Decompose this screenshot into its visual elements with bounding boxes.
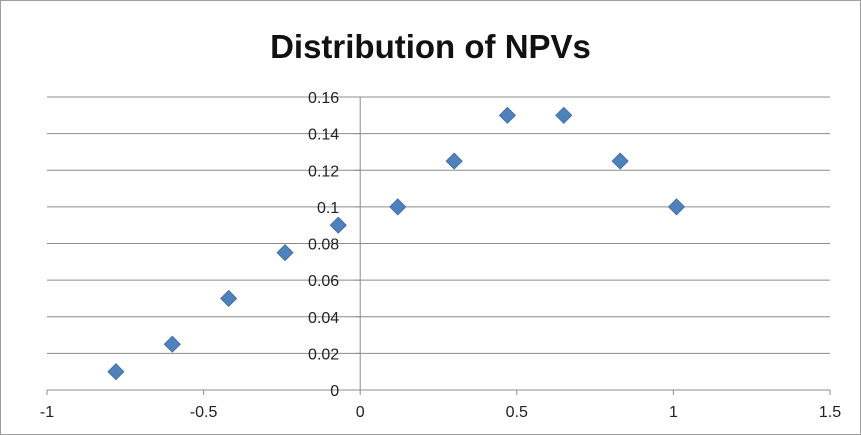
y-tick-label-3: 0.06 (308, 273, 339, 290)
data-point-0-4 (329, 216, 347, 234)
x-tick-label-5: 1.5 (819, 404, 841, 421)
y-tick-label-2: 0.04 (308, 310, 339, 327)
data-point-0-9 (611, 152, 629, 170)
data-point-0-3 (276, 244, 294, 262)
y-tick-label-5: 0.1 (317, 200, 339, 217)
data-point-0-6 (445, 152, 463, 170)
y-tick-label-1: 0.02 (308, 346, 339, 363)
chart-title: Distribution of NPVs (270, 28, 591, 65)
x-tick-label-4: 1 (669, 404, 678, 421)
data-point-0-1 (163, 335, 181, 353)
x-tick-label-0: -1 (40, 404, 54, 421)
data-point-0-5 (389, 198, 407, 216)
data-point-0-8 (555, 106, 573, 124)
y-tick-label-4: 0.08 (308, 237, 339, 254)
y-tick-label-8: 0.16 (308, 90, 339, 107)
data-point-0-7 (498, 106, 516, 124)
x-tick-label-2: 0 (356, 404, 365, 421)
y-tick-label-7: 0.14 (308, 127, 339, 144)
x-tick-label-3: 0.5 (506, 404, 528, 421)
data-point-0-0 (107, 363, 125, 381)
x-tick-label-1: -0.5 (190, 404, 218, 421)
data-point-0-2 (220, 289, 238, 308)
y-tick-label-0: 0 (330, 383, 339, 400)
y-tick-label-6: 0.12 (308, 163, 339, 180)
data-point-0-10 (667, 198, 686, 216)
